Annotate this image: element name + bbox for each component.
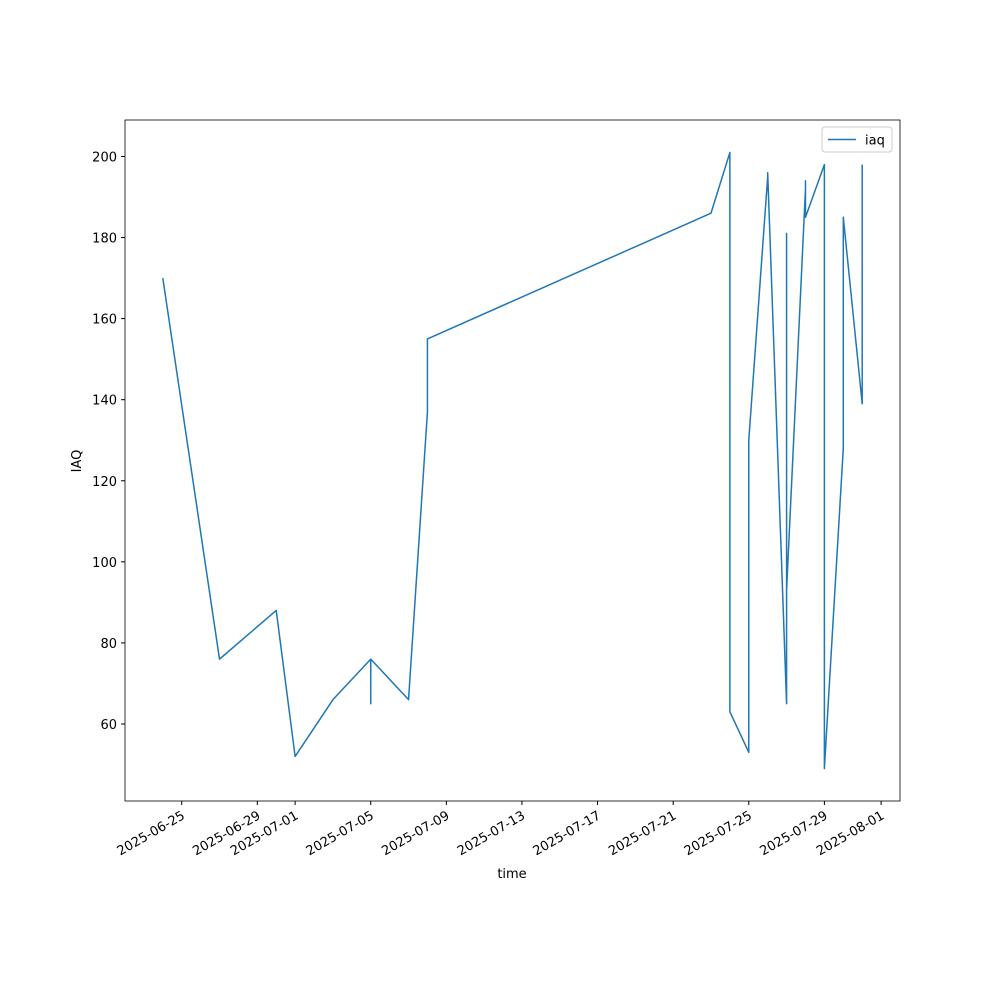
y-tick-label: 140	[92, 394, 117, 409]
y-tick-label: 160	[92, 313, 117, 328]
x-tick-label: 2025-06-25	[115, 808, 188, 859]
y-tick-label: 100	[92, 556, 117, 571]
y-tick-label: 200	[92, 150, 117, 165]
y-tick-label: 120	[92, 475, 117, 490]
y-axis-label: IAQ	[70, 450, 85, 473]
data-line	[162, 151, 863, 770]
legend-box	[821, 126, 893, 153]
x-axis-label: time	[497, 867, 526, 882]
plot-frame	[124, 119, 901, 802]
legend-label: iaq	[865, 134, 885, 149]
y-tick-label: 60	[100, 718, 117, 733]
x-tick-label: 2025-07-25	[682, 808, 755, 859]
x-tick-label: 2025-07-05	[304, 808, 377, 859]
x-tick-label: 2025-07-13	[455, 808, 528, 859]
y-tick-label: 180	[92, 232, 117, 247]
x-tick-label: 2025-07-21	[606, 808, 679, 859]
x-tick-label: 2025-07-09	[379, 808, 452, 859]
y-tick-label: 80	[100, 637, 117, 652]
x-tick-label: 2025-07-17	[531, 808, 604, 859]
